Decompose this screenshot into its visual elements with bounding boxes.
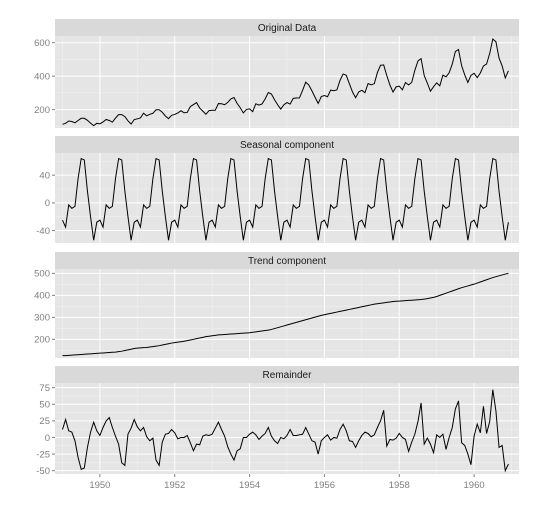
x-tick-label: 1956	[314, 480, 335, 491]
y-tick-label: 400	[34, 71, 50, 82]
x-tick-label: 1952	[164, 480, 185, 491]
x-axis: 1950 1952 1954 1956 1958 1960	[89, 474, 485, 491]
panel-1: Seasonal component -40 0 40	[36, 136, 519, 243]
panel-title: Seasonal component	[240, 140, 334, 151]
y-tick-label: 25	[39, 416, 50, 427]
y-tick-label: -25	[36, 449, 50, 460]
y-tick-label: 0	[45, 198, 50, 209]
y-tick-label: 40	[39, 170, 50, 181]
panel-strip	[55, 136, 519, 153]
panel-3: Remainder -50 -25 0 25 50 75	[36, 366, 519, 477]
panel-strip	[55, 19, 519, 36]
y-tick-label: 200	[34, 105, 50, 116]
y-tick-label: 300	[34, 313, 50, 324]
y-tick-label: -50	[36, 466, 50, 477]
panel-title: Trend component	[248, 256, 326, 267]
x-tick-label: 1950	[89, 480, 110, 491]
panel-0: Original Data 200 400 600	[34, 19, 519, 128]
panel-2: Trend component 200 300 400 500	[34, 252, 519, 358]
y-tick-label: -40	[36, 226, 50, 237]
y-tick-label: 75	[39, 383, 50, 394]
series-line	[62, 389, 509, 473]
y-tick-label: 50	[39, 400, 50, 411]
series-line	[62, 157, 509, 241]
panel-strip	[55, 366, 519, 383]
panel-title: Remainder	[263, 370, 313, 381]
x-tick-label: 1960	[464, 480, 485, 491]
y-tick-label: 600	[34, 38, 50, 49]
panel-strip	[55, 252, 519, 269]
y-tick-label: 500	[34, 269, 50, 280]
x-tick-label: 1954	[239, 480, 260, 491]
series-line	[62, 272, 509, 357]
x-tick-label: 1958	[389, 480, 410, 491]
y-tick-label: 400	[34, 291, 50, 302]
y-tick-label: 200	[34, 335, 50, 346]
panel-title: Original Data	[258, 23, 317, 34]
y-tick-label: 0	[45, 433, 50, 444]
series-line	[62, 38, 509, 127]
